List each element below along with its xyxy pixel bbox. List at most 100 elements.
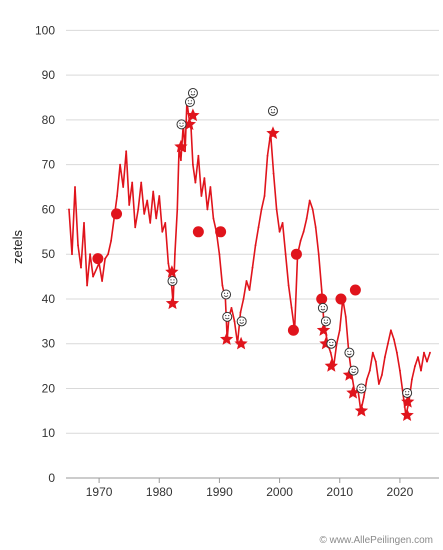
smiley-mouth [179, 125, 184, 127]
event-dot-marker [215, 226, 227, 238]
y-tick-label: 80 [42, 113, 56, 127]
smiley-mouth [239, 322, 244, 324]
smiley-face [184, 97, 195, 107]
y-tick-label: 40 [42, 292, 56, 306]
smiley-marker [184, 97, 195, 107]
smiley-eye [226, 292, 229, 294]
source-credit[interactable]: © www.AllePeilingen.com [319, 535, 433, 546]
data-point [420, 369, 422, 372]
smiley-mouth [329, 344, 334, 347]
data-point [281, 221, 284, 224]
data-point [302, 230, 305, 233]
event-star-marker [234, 336, 248, 350]
smiley-eye [228, 315, 230, 317]
event-dot-marker [287, 324, 299, 336]
smiley-mouth [320, 308, 326, 311]
data-point [263, 195, 266, 197]
data-point [368, 369, 371, 372]
smiley-eye [190, 91, 193, 93]
data-point [140, 181, 143, 184]
smiley-mouth [224, 317, 230, 320]
event-dot-marker [192, 226, 204, 238]
smiley-eye [187, 100, 190, 102]
grid-lines [66, 29, 439, 479]
smiley-eye [273, 109, 276, 111]
event-dot-marker [111, 208, 123, 220]
data-point [192, 163, 194, 166]
smiley-marker [176, 119, 187, 130]
smiley-eye [323, 306, 325, 308]
smiley-marker [187, 88, 198, 99]
smiley-face [167, 276, 178, 287]
smiley-mouth [190, 93, 196, 96]
data-point [299, 239, 302, 242]
smiley-eye [329, 341, 331, 344]
data-point [173, 253, 176, 256]
data-point [122, 186, 125, 188]
smiley-eye [242, 319, 244, 321]
data-point [305, 217, 308, 220]
event-markers [92, 88, 415, 421]
event-dot-marker [349, 284, 361, 296]
smiley-eye [193, 91, 196, 93]
x-tick-label: 1990 [206, 485, 233, 499]
data-point [426, 360, 428, 363]
data-point [152, 190, 155, 193]
smiley-marker [348, 365, 359, 376]
smiley-eye [405, 391, 407, 393]
data-point [399, 369, 401, 372]
smiley-face [317, 302, 328, 313]
event-star-marker [354, 403, 369, 417]
event-dot-marker [316, 293, 328, 305]
data-point [143, 213, 146, 215]
smiley-eye [408, 391, 410, 393]
smiley-mouth [404, 393, 410, 396]
y-tick-label: 70 [42, 158, 56, 172]
event-star-marker [220, 332, 234, 345]
smiley-eye [225, 315, 227, 317]
y-tick-label: 100 [35, 23, 55, 37]
data-point [125, 150, 128, 153]
smiley-mouth [270, 111, 276, 114]
x-tick-label: 1970 [86, 485, 113, 499]
smiley-eye [223, 292, 226, 294]
series-line [68, 101, 431, 417]
event-dot-marker [290, 248, 302, 260]
smiley-mouth [347, 353, 352, 356]
x-tick-label: 1980 [146, 485, 173, 499]
data-point [180, 159, 182, 162]
data-point [386, 342, 389, 345]
data-point [80, 266, 82, 269]
data-point [86, 284, 88, 287]
data-point [239, 311, 242, 314]
smiley-marker [326, 338, 337, 349]
data-point [329, 351, 332, 354]
smiley-face [267, 105, 278, 116]
data-point [131, 181, 134, 184]
smiley-eye [332, 341, 334, 344]
data-point [365, 378, 368, 381]
smiley-mouth [359, 389, 364, 391]
data-point [380, 374, 383, 376]
data-point [396, 351, 398, 354]
data-point [104, 257, 107, 260]
data-point [203, 177, 206, 179]
data-point [158, 195, 161, 197]
y-axis: 0 10 20 30 40 50 60 70 80 90 100 [35, 23, 55, 485]
data-point [119, 163, 122, 166]
smiley-mouth [187, 102, 193, 105]
data-point [248, 289, 251, 291]
x-tick-label: 2000 [266, 485, 293, 499]
data-point [411, 378, 413, 381]
data-point [137, 208, 140, 211]
event-star-marker [342, 368, 356, 381]
data-point [101, 280, 103, 282]
smiley-marker [320, 316, 331, 327]
event-star-marker [324, 359, 338, 372]
data-point [218, 253, 221, 256]
x-tick-label: 2020 [387, 485, 414, 499]
data-point [392, 338, 395, 341]
data-point [311, 208, 314, 211]
smiley-eye [350, 350, 352, 353]
